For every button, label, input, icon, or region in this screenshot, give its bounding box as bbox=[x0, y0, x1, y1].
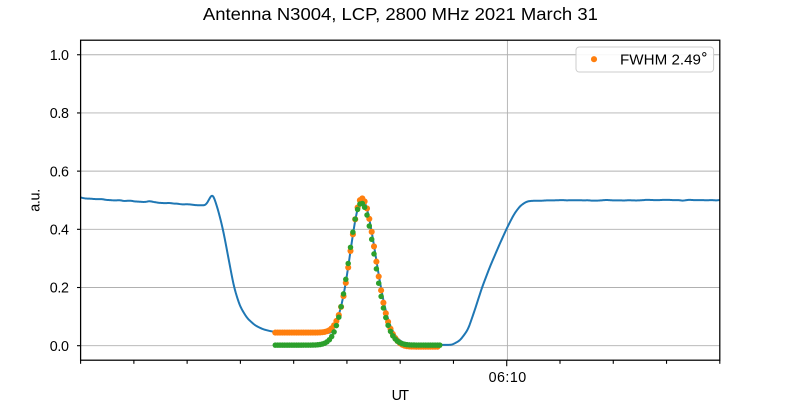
svg-text:Antenna N3004, LCP, 2800 MHz 2: Antenna N3004, LCP, 2800 MHz 2021 March … bbox=[203, 5, 598, 24]
svg-text:a.u.: a.u. bbox=[28, 189, 44, 212]
svg-text:0.0: 0.0 bbox=[50, 339, 69, 355]
svg-text:FWHM 2.49: FWHM 2.49 bbox=[620, 52, 701, 68]
svg-text:0.2: 0.2 bbox=[50, 281, 69, 297]
svg-text:1.0: 1.0 bbox=[50, 48, 69, 64]
svg-text:0.8: 0.8 bbox=[50, 106, 69, 122]
svg-text:0.4: 0.4 bbox=[50, 223, 69, 239]
svg-text:0.6: 0.6 bbox=[50, 164, 69, 180]
svg-text:06:10: 06:10 bbox=[489, 370, 527, 386]
svg-text:UT: UT bbox=[392, 388, 410, 400]
